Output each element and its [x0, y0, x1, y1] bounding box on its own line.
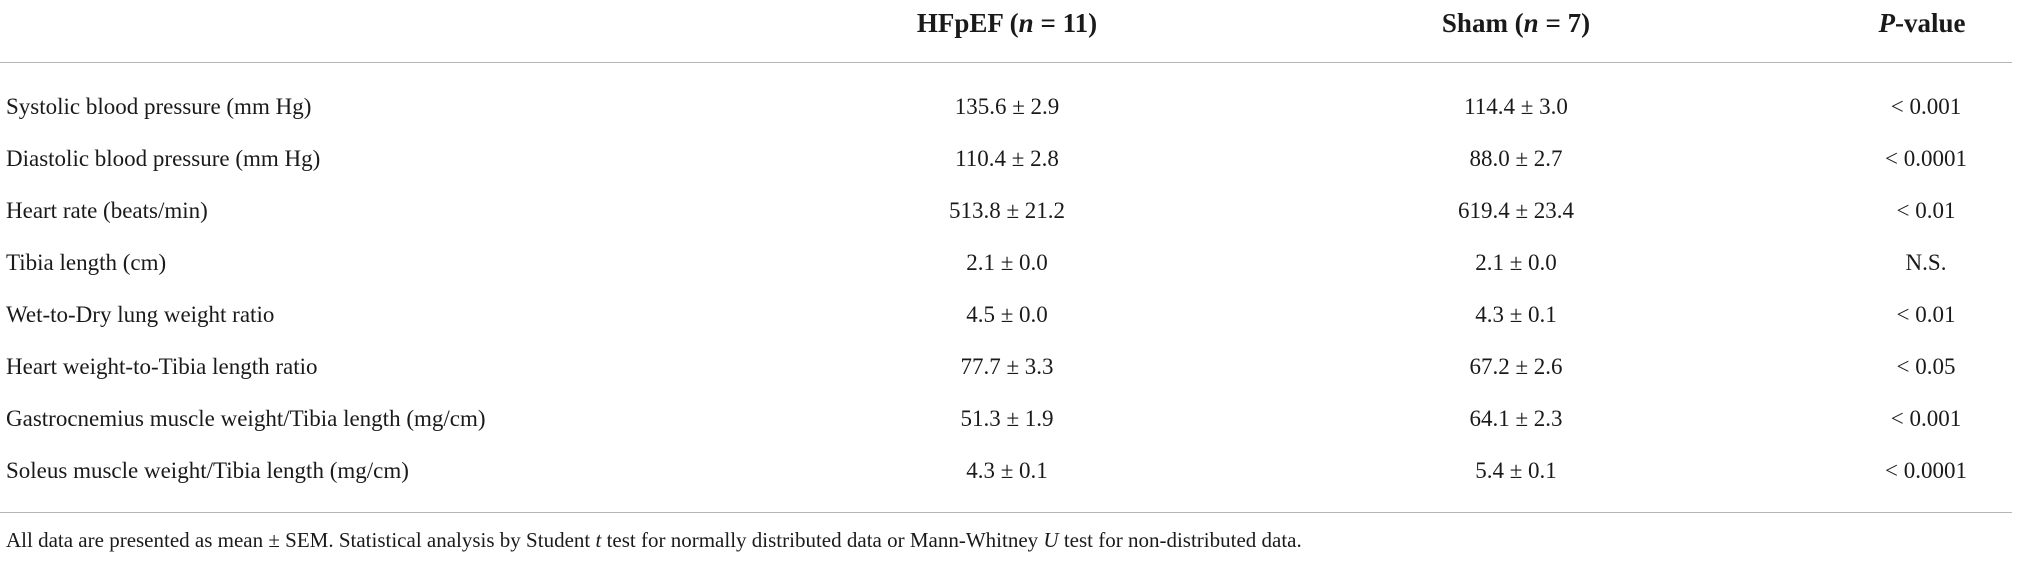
- p-value-cell: < 0.001: [1890, 94, 1962, 119]
- row-label: Soleus muscle weight/Tibia length (mg/cm…: [6, 458, 409, 483]
- sham-cell: 67.2 ± 2.6: [1469, 354, 1563, 379]
- sham-cell: 5.4 ± 0.1: [1475, 458, 1557, 483]
- footnote-text: t: [595, 528, 602, 552]
- row-label: Tibia length (cm): [6, 250, 167, 275]
- header-text: Sham (: [1441, 8, 1524, 38]
- footnote-text: test for normally distributed data or Ma…: [601, 528, 1044, 552]
- hfpef-cell: 513.8 ± 21.2: [948, 198, 1066, 223]
- p-value-cell: N.S.: [1905, 250, 1947, 275]
- header-text: = 7): [1538, 8, 1591, 38]
- header-text: -value: [1895, 8, 1966, 38]
- p-value-cell: < 0.0001: [1885, 146, 1967, 171]
- sham-cell: 4.3 ± 0.1: [1475, 302, 1557, 327]
- p-value-cell: < 0.05: [1896, 354, 1956, 379]
- header-rule: [0, 62, 2012, 63]
- header-cell: P-value: [1879, 6, 1966, 40]
- p-value-cell: < 0.01: [1896, 198, 1956, 223]
- footnote-text: test for non-distributed data.: [1058, 528, 1302, 552]
- hfpef-cell: 4.5 ± 0.0: [966, 302, 1048, 327]
- sham-cell: 2.1 ± 0.0: [1475, 250, 1557, 275]
- row-label: Gastrocnemius muscle weight/Tibia length…: [6, 406, 486, 431]
- hfpef-cell: 110.4 ± 2.8: [955, 146, 1059, 171]
- header-cell: HFpEF (n = 11): [917, 6, 1097, 40]
- sham-cell: 88.0 ± 2.7: [1469, 146, 1563, 171]
- row-label: Heart rate (beats/min): [6, 198, 208, 223]
- header-text: n: [1523, 8, 1539, 38]
- sham-cell: 619.4 ± 23.4: [1457, 198, 1575, 223]
- p-value-cell: < 0.01: [1896, 302, 1956, 327]
- header-text: n: [1018, 8, 1034, 38]
- row-label: Heart weight-to-Tibia length ratio: [6, 354, 318, 379]
- bottom-rule: [0, 512, 2012, 513]
- row-label: Wet-to-Dry lung weight ratio: [6, 302, 275, 327]
- sham-cell: 64.1 ± 2.3: [1469, 406, 1563, 431]
- hfpef-cell: 51.3 ± 1.9: [960, 406, 1054, 431]
- header-text: = 11): [1033, 8, 1098, 38]
- header-text: P: [1878, 8, 1896, 38]
- hfpef-cell: 77.7 ± 3.3: [960, 354, 1054, 379]
- row-label: Diastolic blood pressure (mm Hg): [6, 146, 321, 171]
- sham-cell: 114.4 ± 3.0: [1464, 94, 1568, 119]
- header-text: HFpEF (: [916, 8, 1019, 38]
- footnote-text: All data are presented as mean ± SEM. St…: [6, 528, 596, 552]
- row-label: Systolic blood pressure (mm Hg): [6, 94, 312, 119]
- header-cell: Sham (n = 7): [1442, 6, 1590, 40]
- hfpef-cell: 4.3 ± 0.1: [966, 458, 1048, 483]
- footnote: All data are presented as mean ± SEM. St…: [6, 528, 1302, 553]
- hfpef-cell: 2.1 ± 0.0: [966, 250, 1048, 275]
- footnote-text: U: [1043, 528, 1059, 552]
- p-value-cell: < 0.0001: [1885, 458, 1967, 483]
- p-value-cell: < 0.001: [1890, 406, 1962, 431]
- hfpef-cell: 135.6 ± 2.9: [954, 94, 1060, 119]
